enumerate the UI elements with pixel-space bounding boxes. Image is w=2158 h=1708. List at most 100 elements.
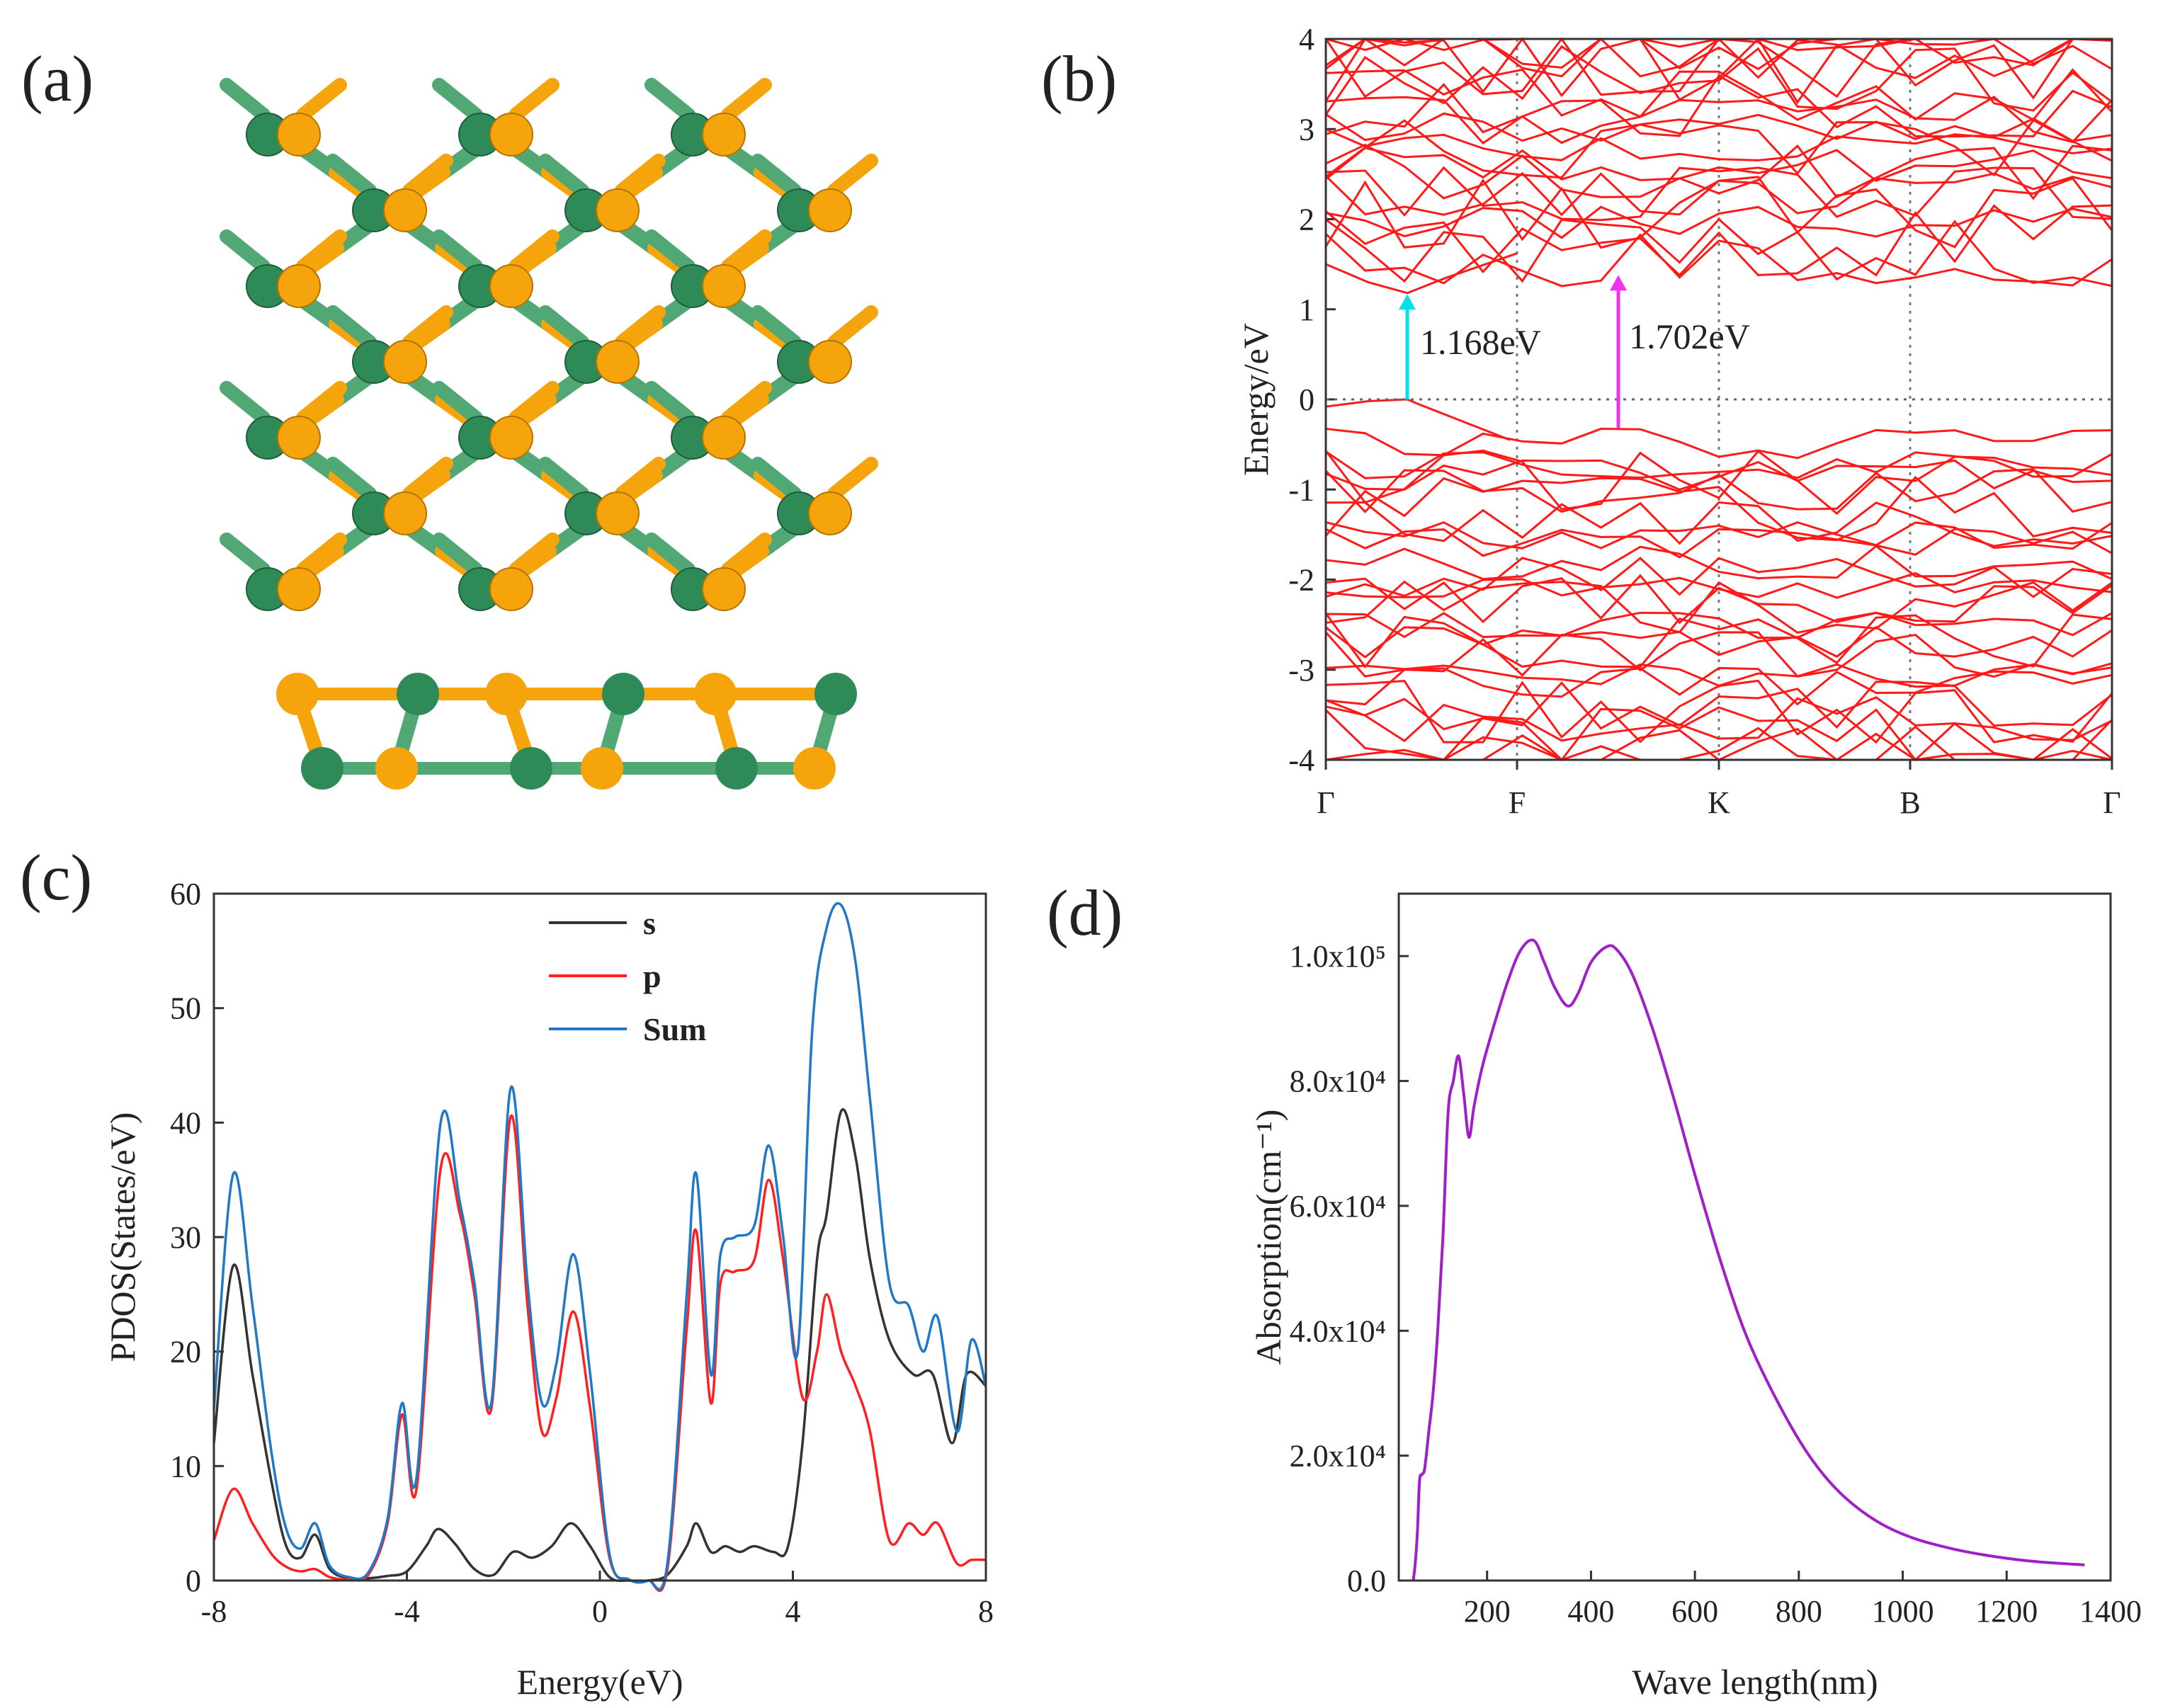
pdos-y-tick-label: 60 bbox=[170, 877, 201, 911]
band-line bbox=[1325, 143, 2113, 200]
bond-stub bbox=[615, 457, 666, 501]
band-line bbox=[1325, 625, 2113, 659]
k-label-k: K bbox=[1708, 785, 1730, 820]
band-line bbox=[1325, 521, 2113, 550]
bond-stub bbox=[644, 78, 695, 122]
pdos-x-tick-label: 4 bbox=[785, 1594, 801, 1629]
pdos-x-tick-label: 0 bbox=[592, 1594, 608, 1629]
band-line bbox=[1325, 679, 2113, 744]
absorption-curve bbox=[1412, 938, 2085, 1581]
band-line bbox=[1325, 727, 2113, 761]
band-y-tick-label: -2 bbox=[1288, 563, 1314, 598]
orange-atom bbox=[276, 673, 319, 715]
abs-y-tick-label: 0.0 bbox=[1347, 1564, 1386, 1598]
band-y-tick-label: 3 bbox=[1299, 112, 1314, 147]
bond-stub bbox=[509, 229, 560, 273]
orange-atom bbox=[702, 416, 746, 460]
band-line bbox=[1324, 37, 2113, 105]
bond-stub bbox=[326, 457, 377, 501]
orange-atom bbox=[793, 747, 836, 790]
orange-atom bbox=[694, 673, 737, 715]
pdos-plot: -8 -4 0 4 8 0 10 20 30 40 50 60 bbox=[170, 877, 994, 1629]
band-structure-plot: -4 -3 -2 -1 0 1 2 3 4 bbox=[1288, 22, 2113, 778]
pdos-x-axis-label: Energy(eV) bbox=[516, 1662, 683, 1702]
bond-stub bbox=[220, 78, 271, 122]
absorption-x-axis-label: Wave length(nm) bbox=[1632, 1662, 1878, 1702]
orange-atom bbox=[702, 264, 746, 308]
bond-stub bbox=[326, 305, 377, 349]
orange-atom bbox=[277, 264, 321, 308]
bond-stub bbox=[402, 154, 453, 198]
orange-atom bbox=[489, 113, 533, 156]
abs-y-tick-label: 1.0x10⁵ bbox=[1290, 939, 1386, 974]
bond-stub bbox=[509, 533, 560, 576]
band-y-tick-label: -1 bbox=[1288, 472, 1314, 507]
bond-stub bbox=[509, 78, 560, 122]
band-y-tick-label: 1 bbox=[1299, 292, 1314, 327]
bond-stub bbox=[220, 533, 271, 576]
band-line bbox=[1325, 666, 2113, 706]
orange-atom bbox=[596, 188, 640, 232]
abs-x-tick-label: 1000 bbox=[1872, 1594, 1934, 1629]
pdos-y-tick-label: 30 bbox=[170, 1220, 201, 1255]
band-line bbox=[1324, 706, 2113, 762]
band-line bbox=[1325, 112, 2113, 142]
band-line bbox=[1325, 147, 2113, 182]
abs-x-tick-label: 600 bbox=[1671, 1594, 1718, 1629]
band-y-tick-label: 2 bbox=[1299, 203, 1314, 237]
abs-y-tick-label: 6.0x10⁴ bbox=[1290, 1189, 1386, 1224]
band-y-tick-label: -4 bbox=[1288, 743, 1314, 778]
bond-stub bbox=[296, 78, 347, 122]
gap-arrow-1168-head bbox=[1399, 294, 1416, 310]
bond-stub bbox=[615, 154, 666, 198]
bond-stub bbox=[402, 305, 453, 349]
pdos-x-tick-label: -4 bbox=[394, 1594, 420, 1629]
orange-atom bbox=[489, 416, 533, 460]
panel-d-label: (d) bbox=[1047, 877, 1123, 949]
bond-stub bbox=[827, 305, 878, 349]
bond-stub bbox=[721, 533, 772, 576]
band-line bbox=[1324, 468, 2113, 513]
band-line bbox=[1325, 528, 2113, 559]
panel-b-label: (b) bbox=[1041, 42, 1117, 115]
band-line bbox=[1325, 545, 2113, 581]
panel-a: (a) bbox=[21, 42, 878, 790]
band-line bbox=[1325, 74, 2113, 138]
band-line bbox=[1325, 696, 2113, 743]
band-line bbox=[1325, 217, 2113, 287]
band-line bbox=[1325, 166, 2113, 222]
absorption-plot-frame bbox=[1397, 892, 2112, 1582]
pdos-series-p bbox=[212, 1114, 987, 1593]
bond-stub bbox=[296, 533, 347, 576]
bond-stub bbox=[538, 457, 589, 501]
band-y-axis-label: Energy/eV bbox=[1236, 323, 1276, 476]
pdos-x-tick-label: 8 bbox=[978, 1594, 994, 1629]
bond-stub bbox=[721, 381, 772, 425]
legend-s-label: s bbox=[643, 905, 656, 941]
orange-atom bbox=[489, 567, 533, 611]
band-line bbox=[1324, 613, 2113, 669]
pdos-plot-frame bbox=[212, 892, 987, 1582]
pdos-y-tick-label: 50 bbox=[170, 991, 201, 1026]
orange-atom bbox=[485, 673, 528, 715]
band-y-tick-label: -3 bbox=[1288, 653, 1314, 688]
crystal-structure-top-view bbox=[220, 78, 878, 611]
gap-annotation-1168: 1.168eV bbox=[1420, 322, 1541, 362]
k-label-b: B bbox=[1899, 785, 1920, 820]
band-line bbox=[1325, 118, 2113, 179]
orange-atom bbox=[375, 747, 418, 790]
k-label-gamma-1: Γ bbox=[1317, 785, 1334, 820]
band-plot-frame bbox=[1324, 38, 2113, 761]
bond-stub bbox=[538, 154, 589, 198]
orange-atom bbox=[383, 188, 427, 232]
band-line bbox=[1325, 204, 2113, 277]
orange-atom bbox=[383, 340, 427, 384]
abs-y-tick-label: 8.0x10⁴ bbox=[1290, 1064, 1386, 1099]
bond-stub bbox=[751, 154, 802, 198]
bond-stub bbox=[402, 457, 453, 501]
panel-b: (b) -4 -3 -2 -1 0 1 2 3 4 Energy/eV Γ F K B Γ 1.… bbox=[1041, 22, 2121, 820]
bond-stub bbox=[644, 533, 695, 576]
bond-stub bbox=[432, 381, 483, 425]
orange-atom bbox=[383, 491, 427, 535]
green-atom bbox=[602, 673, 644, 715]
